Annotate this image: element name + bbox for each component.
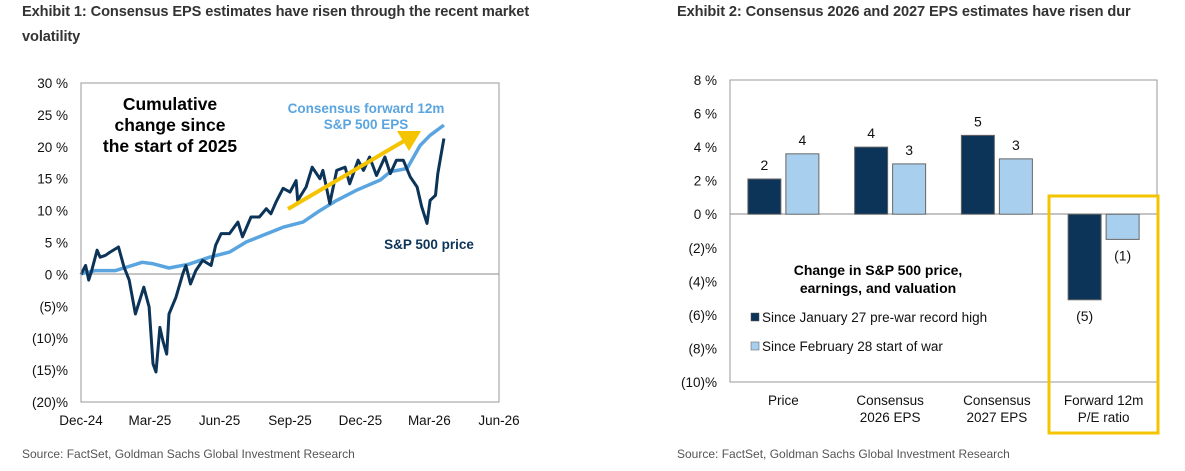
y-tick-label: (6)% xyxy=(688,308,717,323)
exhibit1-title-line2: volatility xyxy=(22,29,81,45)
y-tick-label: 15 % xyxy=(37,172,68,187)
legend-label: Since February 28 start of war xyxy=(762,339,943,354)
legend-label: Since January 27 pre-war record high xyxy=(762,310,987,325)
category-label: Forward 12m xyxy=(1064,393,1144,408)
legend-swatch-light xyxy=(750,341,760,351)
annotation-line-1: Cumulative xyxy=(123,94,218,114)
sp500-price-line xyxy=(79,138,446,374)
y-tick-label: 30 % xyxy=(37,76,68,91)
bar-since-jan-27 xyxy=(854,146,889,215)
arrow-head-icon xyxy=(397,131,421,151)
y-tick-label: (20)% xyxy=(32,395,68,410)
price-series-label: S&P 500 price xyxy=(384,237,474,252)
bar-value-label: 4 xyxy=(867,125,875,141)
y-tick-label: (15)% xyxy=(32,363,68,378)
y-tick-label: (8)% xyxy=(688,341,717,356)
y-tick-label: (2)% xyxy=(688,241,717,256)
category-label: Price xyxy=(768,393,799,408)
bar-since-jan-27 xyxy=(747,178,782,215)
bar-since-feb-28 xyxy=(998,158,1033,215)
bar-since-feb-28 xyxy=(892,163,927,215)
exhibit2-title: Exhibit 2: Consensus 2026 and 2027 EPS e… xyxy=(677,4,1131,20)
legend-title-line-2: earnings, and valuation xyxy=(800,280,956,296)
y-tick-label: 25 % xyxy=(37,108,68,123)
bar-since-jan-27 xyxy=(960,134,995,215)
exhibit1-title-line1: Exhibit 1: Consensus EPS estimates have … xyxy=(22,4,530,20)
x-tick-label: Dec-25 xyxy=(339,413,383,428)
y-tick-label: 5 % xyxy=(45,236,68,251)
bar-since-jan-27 xyxy=(1067,213,1102,301)
exhibit1-source: Source: FactSet, Goldman Sachs Global In… xyxy=(22,447,355,461)
exhibit1-line-chart: 30 % 25 % 20 % 15 % 10 % 5 % 0 % (5)% (10)% (15)%… xyxy=(32,76,520,428)
x-tick-label: Jun-25 xyxy=(199,413,240,428)
bar-since-feb-28 xyxy=(785,153,820,215)
legend-item-since-feb-28: Since February 28 start of war xyxy=(750,339,943,354)
legend-title-line-1: Change in S&P 500 price, xyxy=(794,262,963,278)
y-tick-label: (4)% xyxy=(688,274,717,289)
bar-value-label: 3 xyxy=(1012,137,1020,153)
bar-value-label: 3 xyxy=(905,142,913,158)
consensus-eps-line xyxy=(80,123,445,276)
bar-since-feb-28 xyxy=(1105,213,1140,240)
y-tick-label: 2 % xyxy=(694,174,717,189)
pe-ratio-highlight-box xyxy=(1047,194,1160,435)
y-tick-label: 4 % xyxy=(694,140,717,155)
x-tick-label: Jun-26 xyxy=(478,413,519,428)
y-tick-label: 6 % xyxy=(694,107,717,122)
bar-value-label: 4 xyxy=(798,132,806,148)
plot-area-border xyxy=(80,82,500,403)
bar-value-label: 2 xyxy=(760,157,768,173)
y-tick-label: (10)% xyxy=(32,331,68,346)
y-tick-label: 8 % xyxy=(694,73,717,88)
y-tick-label: (5)% xyxy=(39,299,68,314)
bar-value-label: (5) xyxy=(1076,308,1093,324)
y-tick-label: 0 % xyxy=(694,207,717,222)
legend-swatch-dark xyxy=(750,312,760,322)
x-tick-label: Mar-25 xyxy=(129,413,172,428)
arrow-shaft xyxy=(286,139,406,211)
y-tick-label: 0 % xyxy=(45,267,68,282)
x-tick-label: Mar-26 xyxy=(408,413,451,428)
y-tick-label: 10 % xyxy=(37,204,68,219)
category-label: P/E ratio xyxy=(1078,410,1130,425)
exhibit2-source: Source: FactSet, Goldman Sachs Global In… xyxy=(677,447,1010,461)
exhibit2-bar-chart: 8 % 6 % 4 % 2 % 0 % (2)% (4)% (6)% (8)% (10)% 2 4 4… xyxy=(681,73,1160,435)
y-tick-label: (10)% xyxy=(681,375,717,390)
trend-arrow xyxy=(286,131,421,211)
annotation-line-2: change since xyxy=(115,115,226,135)
category-label: Consensus xyxy=(856,393,924,408)
bar-value-label: (1) xyxy=(1114,247,1131,263)
annotation-line-3: the start of 2025 xyxy=(103,136,237,156)
category-label: 2027 EPS xyxy=(966,410,1027,425)
eps-series-label-2: S&P 500 EPS xyxy=(324,117,409,132)
legend-item-since-jan-27: Since January 27 pre-war record high xyxy=(750,310,987,325)
category-label: 2026 EPS xyxy=(860,410,921,425)
eps-series-label-1: Consensus forward 12m xyxy=(288,101,445,116)
x-tick-label: Sep-25 xyxy=(268,413,312,428)
y-tick-label: 20 % xyxy=(37,140,68,155)
x-tick-label: Dec-24 xyxy=(59,413,103,428)
exhibit1-title: Exhibit 1: Consensus EPS estimates have … xyxy=(22,0,529,50)
category-label: Consensus xyxy=(963,393,1031,408)
bar-value-label: 5 xyxy=(974,113,982,129)
